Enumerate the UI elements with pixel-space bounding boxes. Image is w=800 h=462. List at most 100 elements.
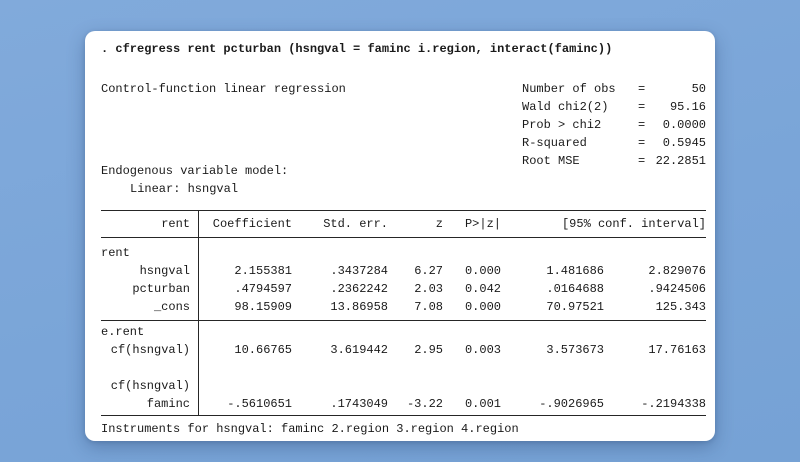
stat-label: Root MSE [522, 154, 580, 168]
table-row-hsngval: hsngval 2.155381 .3437284 6.27 0.000 1.4… [101, 262, 706, 280]
stat-row-root-mse: Root MSE = 22.2851 [522, 152, 706, 170]
column-header-depvar: rent [161, 217, 190, 231]
cell-stderr: .1743049 [330, 397, 388, 411]
cell-ci-low: 3.573673 [546, 343, 604, 357]
cell-ci-high: 17.76163 [648, 343, 706, 357]
row-values: 98.15909 13.86958 7.08 0.000 70.97521 12… [198, 298, 706, 316]
cell-coef: 98.15909 [234, 300, 292, 314]
equals-sign: = [638, 82, 646, 96]
table-blank-row [101, 359, 706, 377]
model-title: Control-function linear regression [101, 82, 346, 96]
row-values: .4794597 .2362242 2.03 0.042 .0164688 .9… [198, 280, 706, 298]
table-row-faminc: faminc -.5610651 .1743049 -3.22 0.001 -.… [101, 395, 706, 413]
horizontal-rule [101, 320, 706, 321]
equation-group-label: cf(hsngval) [110, 379, 190, 393]
stats-block: Number of obs = 50 Wald chi2(2) = 95.16 … [522, 80, 706, 170]
stat-row-prob-chi2: Prob > chi2 = 0.0000 [522, 116, 706, 134]
row-name: _cons [153, 300, 190, 314]
model-summary: Control-function linear regression Numbe… [101, 80, 706, 170]
row-values [198, 244, 706, 262]
row-name: cf(hsngval) [110, 343, 190, 357]
stat-label: R-squared [522, 136, 587, 150]
endogenous-model-detail: Linear: hsngval [130, 182, 239, 196]
cell-coef: 2.155381 [234, 264, 292, 278]
cell-z: 7.08 [414, 300, 443, 314]
column-header-stderr: Std. err. [323, 217, 388, 231]
equation-group-label: e.rent [101, 325, 145, 339]
table-row-group-rent: rent [101, 244, 706, 262]
table-spacer [101, 316, 706, 320]
cell-z: 2.03 [414, 282, 443, 296]
cell-coef: 10.66765 [234, 343, 292, 357]
cell-stderr: .2362242 [330, 282, 388, 296]
cell-p: 0.042 [464, 282, 501, 296]
stat-label: Wald chi2(2) [522, 100, 609, 114]
stat-value: 22.2851 [655, 154, 706, 168]
cell-p: 0.001 [464, 397, 501, 411]
table-spacer [101, 321, 706, 323]
stat-row-r-squared: R-squared = 0.5945 [522, 134, 706, 152]
row-values: 10.66765 3.619442 2.95 0.003 3.573673 17… [198, 341, 706, 359]
equals-sign: = [638, 118, 646, 132]
row-name: pcturban [132, 282, 190, 296]
cell-p: 0.000 [464, 264, 501, 278]
row-values: 2.155381 .3437284 6.27 0.000 1.481686 2.… [198, 262, 706, 280]
stat-label: Prob > chi2 [522, 118, 602, 132]
results-table: rent Coefficient Std. err. z P>|z| [95% … [101, 210, 706, 416]
cell-coef: -.5610651 [227, 397, 292, 411]
cell-stderr: .3437284 [330, 264, 388, 278]
cell-ci-high: 125.343 [655, 300, 706, 314]
row-name: faminc [146, 397, 190, 411]
instruments-note: Instruments for hsngval: faminc 2.region… [101, 422, 519, 436]
stat-label: Number of obs [522, 82, 616, 96]
table-row-group-cf-hsngval: cf(hsngval) [101, 377, 706, 395]
horizontal-rule [101, 210, 706, 211]
column-header-conf-interval: [95% conf. interval] [561, 217, 706, 231]
table-spacer [101, 413, 706, 415]
cell-ci-low: .0164688 [546, 282, 604, 296]
cell-ci-low: -.9026965 [539, 397, 604, 411]
row-name: hsngval [139, 264, 190, 278]
stat-value: 0.5945 [662, 136, 706, 150]
table-row-cons: _cons 98.15909 13.86958 7.08 0.000 70.97… [101, 298, 706, 316]
table-row-pcturban: pcturban .4794597 .2362242 2.03 0.042 .0… [101, 280, 706, 298]
equals-sign: = [638, 136, 646, 150]
column-header-z: z [435, 217, 443, 231]
column-header-coefficient: Coefficient [212, 217, 292, 231]
equation-group-label: rent [101, 246, 130, 260]
endogenous-model-label: Endogenous variable model: [101, 164, 289, 178]
stat-value: 0.0000 [662, 118, 706, 132]
cell-z: 2.95 [414, 343, 443, 357]
cell-ci-high: 2.829076 [648, 264, 706, 278]
cell-p: 0.003 [464, 343, 501, 357]
table-spacer [101, 238, 706, 244]
equals-sign: = [638, 100, 646, 114]
row-values: -.5610651 .1743049 -3.22 0.001 -.9026965… [198, 395, 706, 413]
stat-row-wald-chi2: Wald chi2(2) = 95.16 [522, 98, 706, 116]
stat-value: 95.16 [669, 100, 706, 114]
table-row-cf-hsngval: cf(hsngval) 10.66765 3.619442 2.95 0.003… [101, 341, 706, 359]
stat-value: 50 [691, 82, 706, 96]
cell-z: -3.22 [406, 397, 443, 411]
horizontal-rule [101, 415, 706, 416]
table-row-group-e-rent: e.rent [101, 323, 706, 341]
row-values [198, 323, 706, 341]
horizontal-rule [101, 237, 706, 238]
stata-output-card: . cfregress rent pcturban (hsngval = fam… [85, 31, 715, 441]
cell-stderr: 3.619442 [330, 343, 388, 357]
cell-p: 0.000 [464, 300, 501, 314]
cell-ci-high: .9424506 [648, 282, 706, 296]
table-header-values: Coefficient Std. err. z P>|z| [95% conf.… [198, 211, 706, 237]
cell-z: 6.27 [414, 264, 443, 278]
command-line: . cfregress rent pcturban (hsngval = fam… [101, 42, 613, 56]
stat-row-number-of-obs: Number of obs = 50 [522, 80, 706, 98]
cell-stderr: 13.86958 [330, 300, 388, 314]
cell-coef: .4794597 [234, 282, 292, 296]
table-header-row: rent Coefficient Std. err. z P>|z| [95% … [101, 211, 706, 237]
cell-ci-low: 1.481686 [546, 264, 604, 278]
row-values [198, 377, 706, 395]
cell-ci-low: 70.97521 [546, 300, 604, 314]
cell-ci-high: -.2194338 [641, 397, 706, 411]
equals-sign: = [638, 154, 646, 168]
column-header-pvalue: P>|z| [464, 217, 501, 231]
